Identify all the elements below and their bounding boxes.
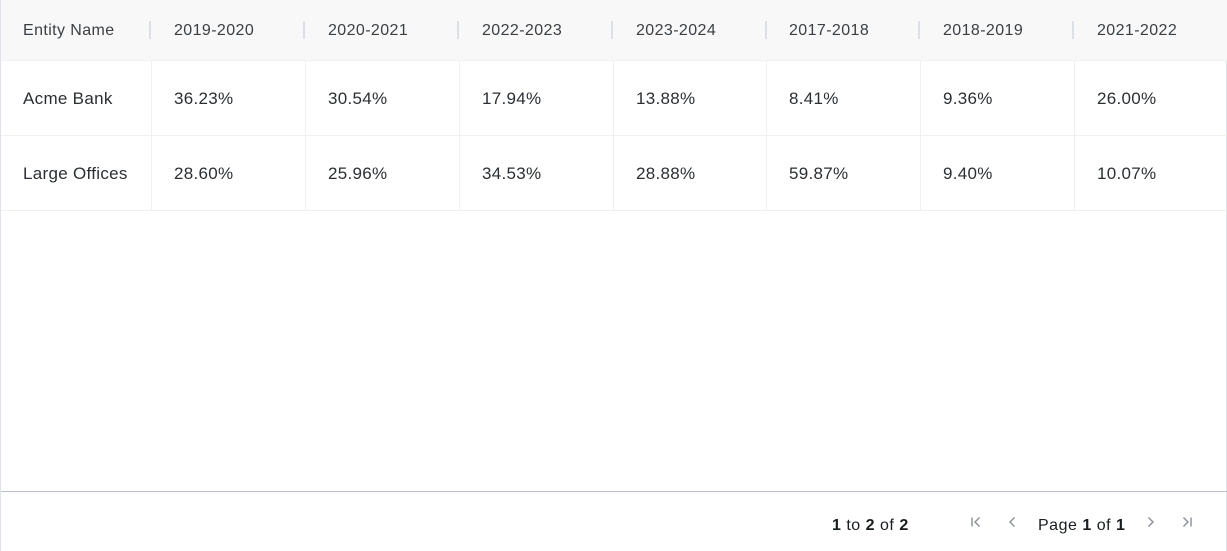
next-page-icon bbox=[1148, 517, 1154, 527]
column-header-label: Entity Name bbox=[23, 21, 115, 39]
last-page-button[interactable] bbox=[1177, 512, 1197, 532]
column-header-label: 2019-2020 bbox=[174, 21, 255, 39]
next-page-button[interactable] bbox=[1141, 512, 1161, 532]
table-cell[interactable]: 36.23% bbox=[152, 61, 306, 136]
first-page-button[interactable] bbox=[966, 512, 986, 532]
table-cell[interactable]: 25.96% bbox=[306, 136, 460, 211]
column-header-label: 2017-2018 bbox=[789, 21, 870, 39]
table-cell[interactable]: 28.60% bbox=[152, 136, 306, 211]
column-header-entity-name[interactable]: Entity Name bbox=[1, 0, 151, 61]
page-indicator: Page 1 of 1 bbox=[1038, 517, 1125, 535]
table-cell[interactable]: 9.36% bbox=[921, 61, 1075, 136]
pagination-panel: 1 to 2 of 2 Page 1 of 1 bbox=[1, 491, 1227, 551]
previous-page-button[interactable] bbox=[1002, 512, 1022, 532]
column-header-2018-2019[interactable]: 2018-2019 bbox=[921, 0, 1075, 61]
row-from: 1 bbox=[832, 517, 842, 534]
page-label: Page bbox=[1038, 517, 1078, 534]
table-row[interactable]: Large Offices 28.60% 25.96% 34.53% 28.88… bbox=[1, 136, 1227, 211]
row-summary: 1 to 2 of 2 bbox=[832, 517, 909, 535]
previous-page-icon bbox=[1009, 517, 1015, 527]
row-to: 2 bbox=[865, 517, 876, 534]
table-row[interactable]: Acme Bank 36.23% 30.54% 17.94% 13.88% 8.… bbox=[1, 61, 1227, 136]
table-cell[interactable]: 10.07% bbox=[1097, 163, 1157, 183]
column-resize-handle[interactable] bbox=[918, 21, 920, 39]
column-header-label: 2021-2022 bbox=[1097, 21, 1178, 39]
column-resize-handle[interactable] bbox=[765, 21, 767, 39]
current-page: 1 bbox=[1082, 517, 1092, 534]
table-cell[interactable]: 34.53% bbox=[460, 136, 614, 211]
row-count: 2 bbox=[899, 517, 909, 534]
column-resize-handle[interactable] bbox=[303, 21, 305, 39]
table-cell[interactable]: 17.94% bbox=[460, 61, 614, 136]
column-header-2017-2018[interactable]: 2017-2018 bbox=[767, 0, 921, 61]
cell-entity-name[interactable]: Large Offices bbox=[1, 136, 152, 211]
column-header-2023-2024[interactable]: 2023-2024 bbox=[614, 0, 768, 61]
column-header-2021-2022[interactable]: 2021-2022 bbox=[1075, 0, 1227, 61]
column-header-2022-2023[interactable]: 2022-2023 bbox=[460, 0, 614, 61]
table-cell[interactable]: 9.40% bbox=[921, 136, 1075, 211]
page-of: of bbox=[1096, 517, 1112, 534]
last-page-icon bbox=[1183, 517, 1192, 527]
table-cell[interactable]: 26.00% bbox=[1097, 88, 1157, 108]
column-resize-handle[interactable] bbox=[1072, 21, 1074, 39]
column-header-2019-2020[interactable]: 2019-2020 bbox=[152, 0, 306, 61]
column-header-label: 2020-2021 bbox=[328, 21, 409, 39]
column-header-2020-2021[interactable]: 2020-2021 bbox=[306, 0, 460, 61]
table-cell[interactable]: 59.87% bbox=[767, 136, 921, 211]
table-cell[interactable]: 8.41% bbox=[767, 61, 921, 136]
row-summary-to: to bbox=[846, 517, 861, 534]
total-pages: 1 bbox=[1115, 517, 1126, 534]
column-resize-handle[interactable] bbox=[611, 21, 613, 39]
cell-entity-name[interactable]: Acme Bank bbox=[1, 61, 152, 136]
column-resize-handle[interactable] bbox=[149, 21, 151, 39]
table-cell[interactable]: 28.88% bbox=[614, 136, 767, 211]
row-summary-of: of bbox=[880, 517, 895, 534]
column-header-label: 2023-2024 bbox=[636, 21, 717, 39]
grid-header: Entity Name 2019-2020 2020-2021 2022-202… bbox=[1, 0, 1227, 61]
first-page-icon bbox=[971, 517, 980, 527]
column-resize-handle[interactable] bbox=[457, 21, 459, 39]
table-cell[interactable]: 30.54% bbox=[306, 61, 460, 136]
column-header-label: 2018-2019 bbox=[943, 21, 1024, 39]
table-cell[interactable]: 13.88% bbox=[614, 61, 767, 136]
column-header-label: 2022-2023 bbox=[482, 21, 563, 39]
